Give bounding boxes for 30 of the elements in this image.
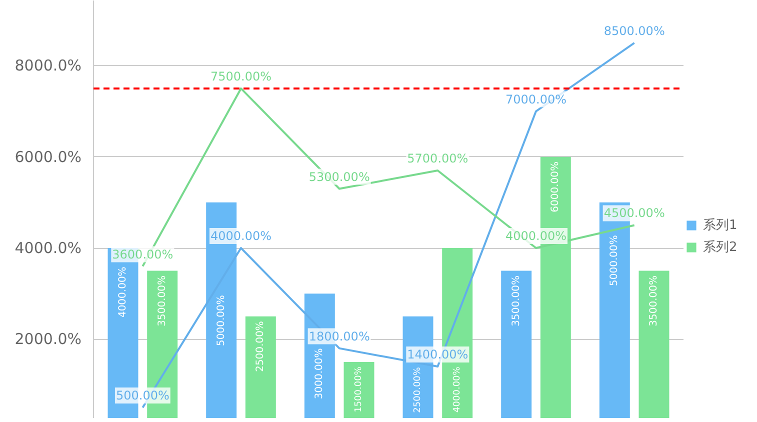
y-tick-label: 8000.0% <box>14 56 82 75</box>
data-label: 4000.00% <box>452 366 462 412</box>
legend-label: 系列2 <box>703 239 738 256</box>
data-label: 5700.00% <box>407 152 468 166</box>
legend-label: 系列1 <box>703 217 738 234</box>
data-label: 4000.00% <box>210 229 272 244</box>
data-label: 7000.00% <box>505 92 567 106</box>
data-label: 2500.00% <box>413 366 423 413</box>
data-label: 3500.00% <box>156 275 168 326</box>
data-label: 1800.00% <box>308 329 370 344</box>
data-label: 3500.00% <box>510 275 522 326</box>
data-label: 4000.00% <box>118 266 128 318</box>
data-label: 500.00% <box>116 388 170 403</box>
data-label: 7500.00% <box>210 69 272 84</box>
data-label: 1400.00% <box>407 348 468 362</box>
data-label: 5000.00% <box>609 235 620 286</box>
y-tick-label: 6000.0% <box>14 148 82 166</box>
data-label: 8500.00% <box>604 24 665 38</box>
data-label: 2500.00% <box>255 321 266 372</box>
data-label: 3500.00% <box>648 275 660 326</box>
y-tick-label: 2000.0% <box>14 330 82 348</box>
y-tick-label: 4000.0% <box>14 239 82 258</box>
data-label: 4000.00% <box>505 229 567 244</box>
data-label: 1500.00% <box>354 366 364 412</box>
data-label: 4500.00% <box>604 206 665 220</box>
data-label: 6000.00% <box>550 162 562 212</box>
data-label: 5000.00% <box>216 295 227 346</box>
data-label: 3600.00% <box>112 247 174 262</box>
data-label: 5300.00% <box>308 170 370 184</box>
data-label: 3000.00% <box>314 348 326 400</box>
